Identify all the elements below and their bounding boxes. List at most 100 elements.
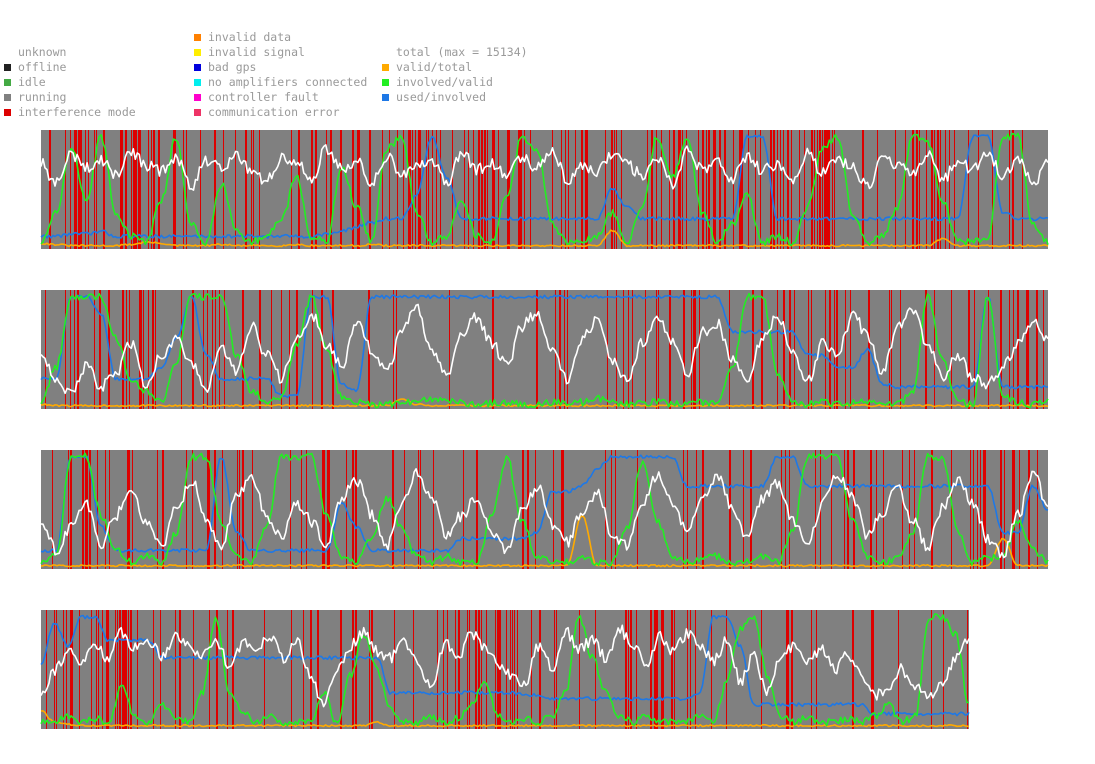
interference-stripe	[321, 290, 323, 409]
interference-stripe	[396, 290, 397, 409]
total-line	[40, 468, 1049, 559]
interference-stripe	[492, 290, 494, 409]
interference-stripe	[787, 130, 788, 249]
interference-stripe	[527, 450, 529, 569]
interference-stripe	[216, 610, 218, 729]
interference-stripe	[751, 450, 752, 569]
interference-stripe	[330, 130, 332, 249]
interference-stripe	[495, 610, 496, 729]
interference-stripe	[512, 610, 513, 729]
interference-stripe	[137, 610, 138, 729]
interference-stripe	[179, 610, 180, 729]
interference-stripe	[207, 290, 208, 409]
interference-stripe	[139, 130, 141, 249]
interference-stripe	[934, 290, 935, 409]
interference-stripe	[209, 610, 210, 729]
interference-stripe	[394, 610, 395, 729]
interference-stripe	[122, 610, 124, 729]
interference-stripe	[447, 610, 448, 729]
interference-stripe	[777, 290, 778, 409]
interference-stripe	[492, 130, 494, 249]
interference-stripe	[522, 450, 524, 569]
interference-stripe	[520, 130, 522, 249]
interference-stripe	[415, 130, 416, 249]
interference-stripe	[687, 450, 688, 569]
interference-stripe	[71, 610, 73, 729]
interference-stripe	[340, 130, 342, 249]
interference-stripe	[115, 610, 116, 729]
interference-stripe	[1043, 290, 1044, 409]
interference-stripe	[227, 610, 228, 729]
interference-stripe	[658, 290, 659, 409]
interference-stripe	[481, 610, 482, 729]
interference-stripe	[153, 610, 154, 729]
interference-stripe	[46, 610, 47, 729]
interference-stripe	[682, 130, 683, 249]
interference-stripe	[392, 450, 394, 569]
interference-stripe	[123, 290, 124, 409]
interference-stripe	[356, 610, 357, 729]
interference-stripe	[760, 130, 761, 249]
valid-total-line	[41, 398, 1049, 408]
interference-stripe	[310, 610, 311, 729]
interference-stripe	[148, 290, 149, 409]
interference-stripe	[131, 130, 132, 249]
legend-item: unknown	[4, 45, 136, 60]
interference-stripe	[777, 130, 778, 249]
interference-stripe	[811, 610, 812, 729]
legend-label: communication error	[208, 105, 340, 119]
interference-stripe	[853, 450, 855, 569]
interference-stripe	[124, 610, 126, 729]
interference-stripe	[743, 450, 744, 569]
used-involved-line	[40, 614, 970, 717]
interference-stripe	[420, 130, 421, 249]
interference-stripe	[968, 130, 969, 249]
interference-stripe	[79, 130, 80, 249]
legend-label: used/involved	[396, 90, 487, 104]
interference-stripe	[79, 610, 80, 729]
interference-stripe	[468, 130, 469, 249]
interference-stripe	[200, 130, 201, 249]
interference-stripe	[1014, 450, 1015, 569]
interference-stripe	[683, 290, 684, 409]
interference-stripe	[862, 130, 864, 249]
interference-stripe	[49, 130, 51, 249]
interference-stripe	[455, 610, 456, 729]
interference-stripe	[786, 610, 787, 729]
interference-stripe	[340, 610, 342, 729]
interference-stripe	[327, 450, 329, 569]
interference-stripe	[296, 290, 297, 409]
interference-stripe	[162, 450, 164, 569]
interference-stripe	[822, 130, 823, 249]
interference-stripe	[568, 130, 569, 249]
interference-stripe	[724, 130, 726, 249]
interference-stripe	[130, 610, 131, 729]
interference-stripe	[934, 130, 935, 249]
interference-stripe	[739, 130, 741, 249]
interference-stripe	[214, 450, 216, 569]
interference-stripe	[311, 130, 312, 249]
interference-stripe	[1001, 450, 1002, 569]
interference-stripe	[436, 130, 437, 249]
interference-stripe	[323, 450, 325, 569]
interference-stripe	[192, 450, 193, 569]
interference-stripe	[623, 290, 624, 409]
interference-stripe	[674, 610, 675, 729]
legend-item: bad gps	[194, 60, 367, 75]
interference-stripe	[616, 130, 617, 249]
interference-stripe	[65, 130, 66, 249]
valid-total-line	[40, 229, 1049, 248]
interference-stripe	[669, 290, 671, 409]
interference-stripe	[180, 610, 181, 729]
interference-stripe	[91, 610, 92, 729]
interference-stripe	[656, 130, 657, 249]
interference-stripe	[143, 290, 144, 409]
interference-stripe	[804, 130, 805, 249]
interference-stripe	[791, 130, 792, 249]
interference-stripe	[585, 130, 586, 249]
interference-stripe	[912, 130, 914, 249]
legend-item: interference mode	[4, 105, 136, 120]
interference-stripe	[783, 130, 784, 249]
interference-stripe	[654, 610, 656, 729]
interference-stripe	[669, 130, 670, 249]
